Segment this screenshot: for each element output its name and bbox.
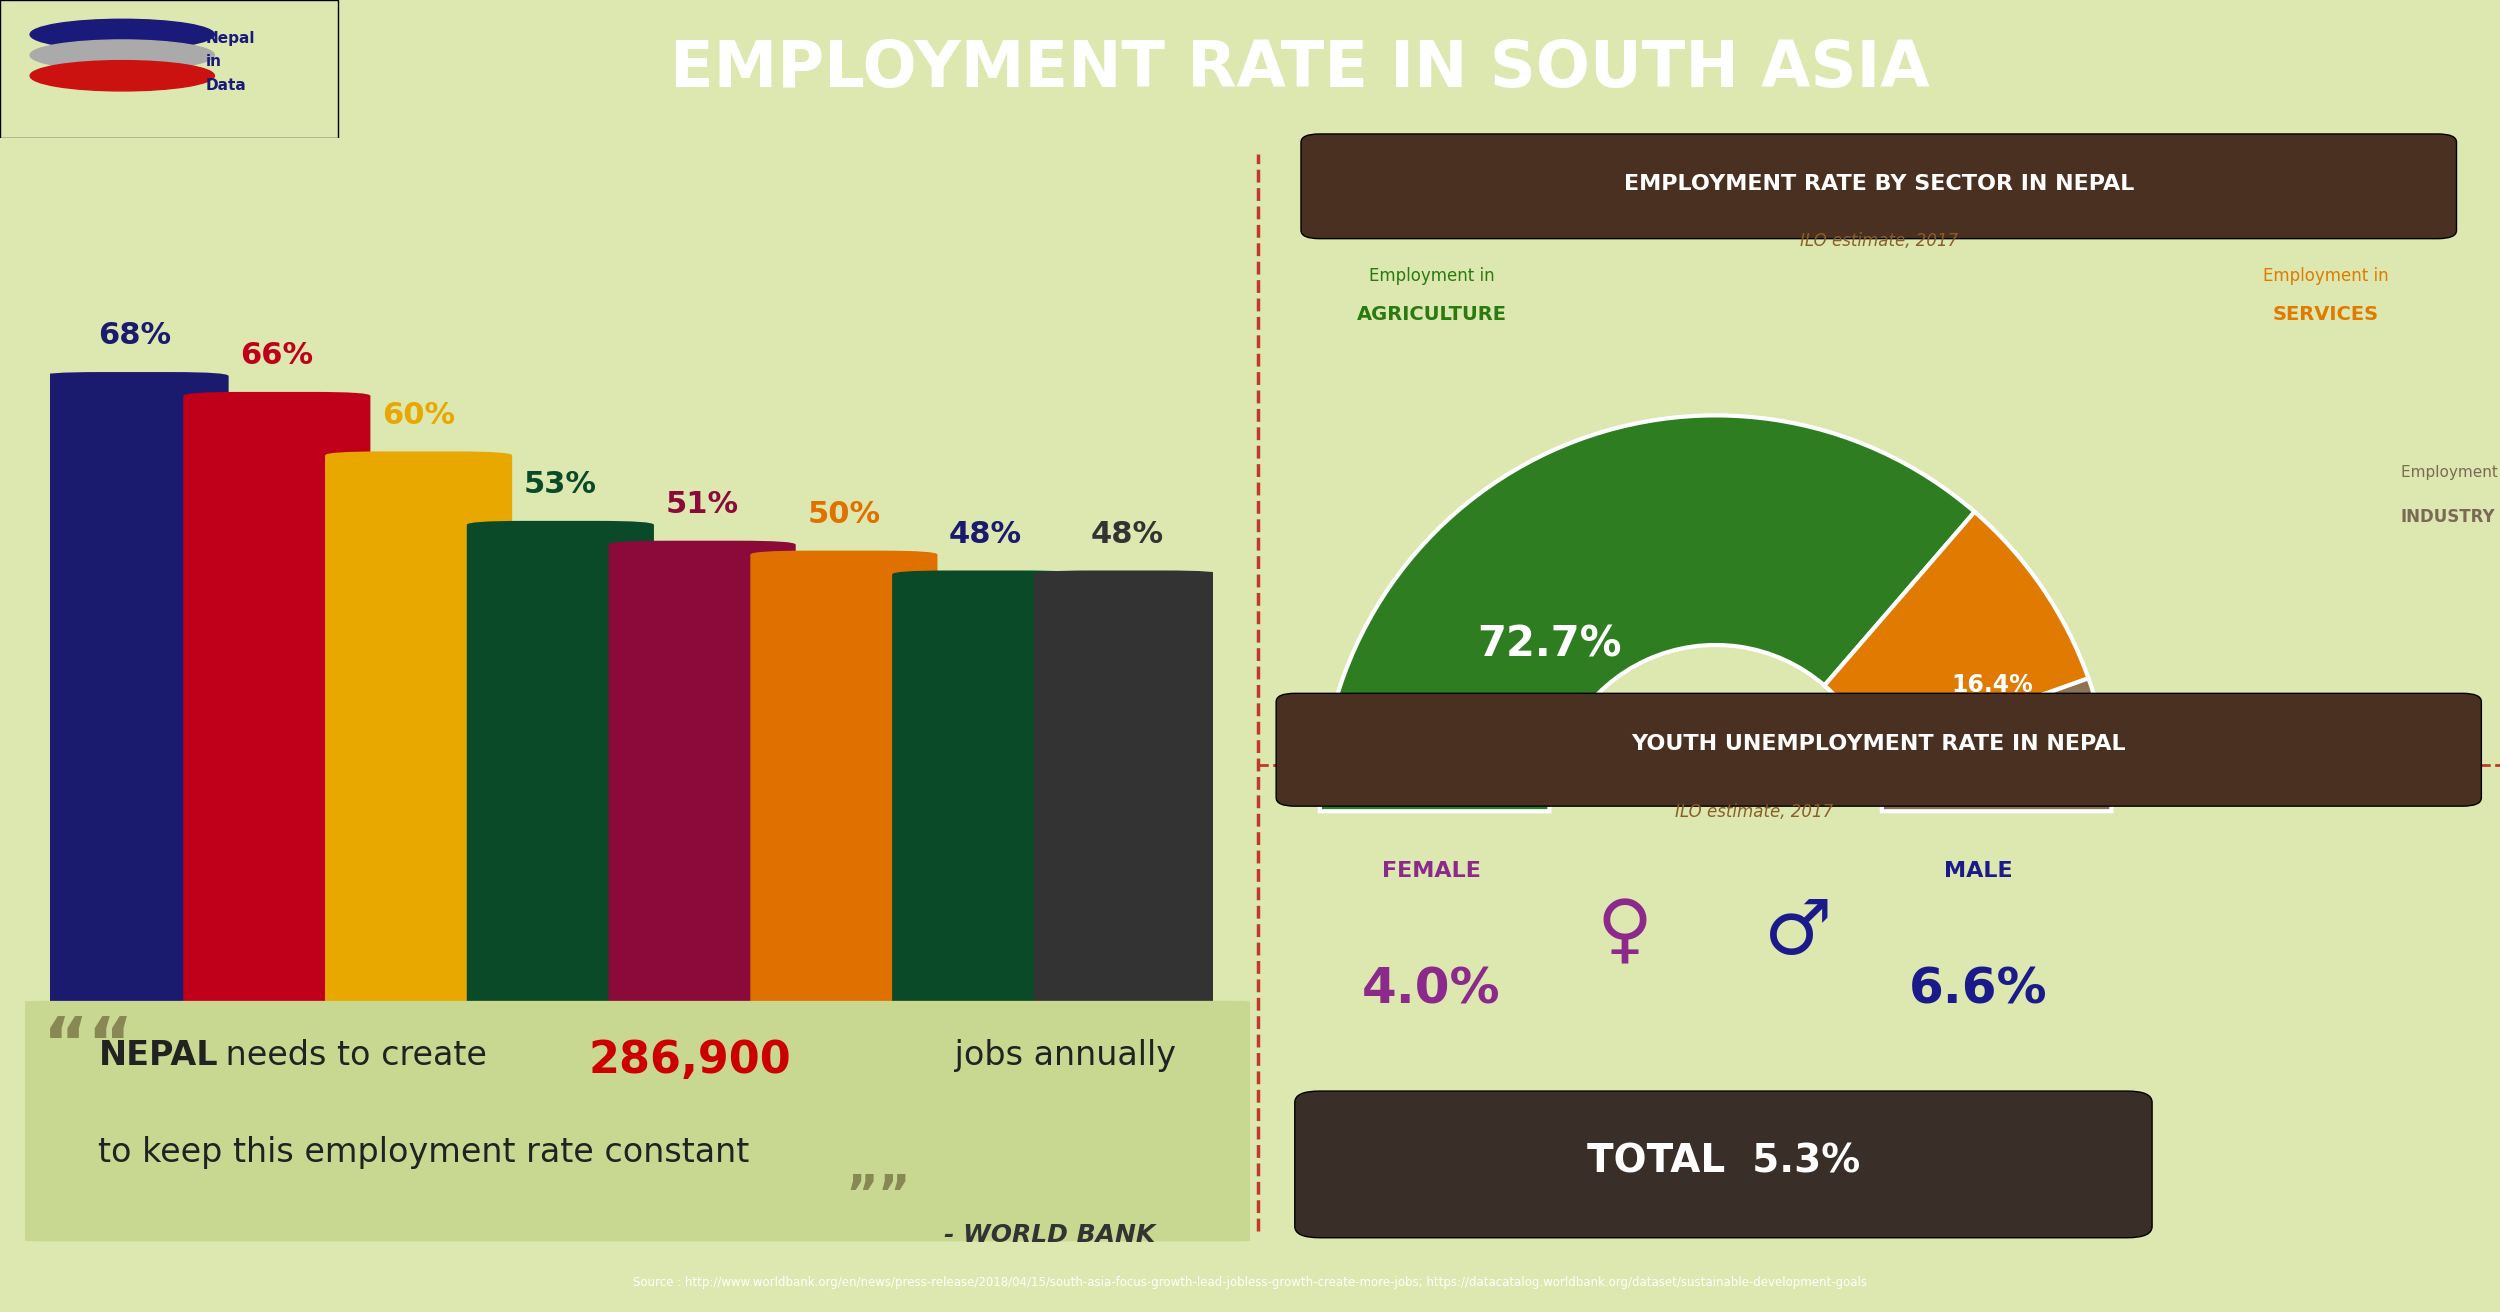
Text: to keep this employment rate constant: to keep this employment rate constant — [98, 1136, 750, 1169]
Text: Data: Data — [205, 77, 248, 93]
Text: ILO estimate, 2017: ILO estimate, 2017 — [1675, 803, 1832, 821]
Text: Employment in: Employment in — [2262, 268, 2390, 286]
Text: 48%: 48% — [950, 520, 1022, 548]
FancyBboxPatch shape — [325, 451, 512, 1052]
Text: 72.7%: 72.7% — [1478, 625, 1623, 666]
Text: jobs annually: jobs annually — [945, 1039, 1175, 1072]
Text: in: in — [205, 55, 222, 70]
Text: 286,900: 286,900 — [588, 1039, 790, 1082]
FancyBboxPatch shape — [892, 571, 1080, 1052]
FancyBboxPatch shape — [1295, 1092, 2152, 1237]
Text: ILO estimate, 2017: ILO estimate, 2017 — [1800, 232, 1958, 251]
Text: 50%: 50% — [808, 500, 880, 529]
Text: 48%: 48% — [1090, 520, 1165, 548]
Text: MALE: MALE — [1945, 861, 2012, 882]
Wedge shape — [1825, 512, 2088, 756]
FancyBboxPatch shape — [12, 1001, 1262, 1241]
Text: MALDIVES: MALDIVES — [238, 1084, 318, 1098]
Text: needs to create: needs to create — [215, 1039, 498, 1072]
FancyBboxPatch shape — [42, 373, 228, 1052]
Text: AFGHANISTAN: AFGHANISTAN — [1072, 1084, 1182, 1098]
Text: SERVICES: SERVICES — [2272, 306, 2380, 324]
FancyBboxPatch shape — [750, 551, 938, 1052]
Text: NEPAL: NEPAL — [98, 1039, 218, 1072]
Text: Nepal: Nepal — [205, 31, 255, 46]
Text: 16.4%: 16.4% — [1952, 673, 2032, 697]
FancyBboxPatch shape — [1275, 693, 2482, 806]
Text: ♀: ♀ — [1595, 896, 1652, 970]
Text: Source : http://www.worldbank.org/en/news/press-release/2018/04/15/south-asia-fo: Source : http://www.worldbank.org/en/new… — [632, 1277, 1868, 1288]
Text: BHUTAN: BHUTAN — [388, 1084, 450, 1098]
Text: 6.6%: 6.6% — [1910, 966, 2047, 1013]
Text: 60%: 60% — [382, 400, 455, 429]
FancyBboxPatch shape — [182, 392, 370, 1052]
Text: YOUTH UNEMPLOYMENT RATE IN NEPAL: YOUTH UNEMPLOYMENT RATE IN NEPAL — [1632, 735, 2125, 754]
Text: PAKISTAN: PAKISTAN — [948, 1084, 1025, 1098]
Text: ““: ““ — [42, 1014, 135, 1081]
Text: 4.0%: 4.0% — [1362, 966, 1500, 1013]
Text: NEPAL: NEPAL — [110, 1084, 160, 1098]
Text: FEMALE: FEMALE — [1383, 861, 1480, 882]
FancyBboxPatch shape — [0, 0, 338, 138]
Text: 10.9%: 10.9% — [2030, 770, 2098, 789]
Wedge shape — [1872, 678, 2112, 811]
Text: 66%: 66% — [240, 341, 312, 370]
Text: EMPLOYMENT RATE IN SOUTH ASIA: EMPLOYMENT RATE IN SOUTH ASIA — [670, 38, 1930, 100]
Text: AGRICULTURE: AGRICULTURE — [1358, 306, 1507, 324]
FancyBboxPatch shape — [468, 521, 655, 1052]
FancyBboxPatch shape — [1035, 571, 1220, 1052]
Text: 68%: 68% — [98, 321, 172, 350]
Wedge shape — [1320, 416, 1975, 811]
Text: ””: ”” — [845, 1173, 910, 1220]
Text: ♂: ♂ — [1762, 896, 1832, 970]
Text: INDUSTRY: INDUSTRY — [2400, 508, 2495, 526]
Ellipse shape — [30, 20, 215, 50]
Text: 53%: 53% — [525, 470, 598, 499]
Text: INDIA: INDIA — [822, 1084, 865, 1098]
Ellipse shape — [30, 60, 215, 91]
Text: Employment in: Employment in — [2400, 466, 2500, 480]
Text: 51%: 51% — [665, 489, 737, 518]
Text: Employment in: Employment in — [1368, 268, 1495, 286]
Text: - WORLD BANK: - WORLD BANK — [945, 1223, 1155, 1248]
Ellipse shape — [30, 39, 215, 71]
Text: SRI LANKA: SRI LANKA — [660, 1084, 745, 1098]
FancyBboxPatch shape — [608, 541, 795, 1052]
Text: BANGLADESH: BANGLADESH — [508, 1084, 612, 1098]
Text: TOTAL  5.3%: TOTAL 5.3% — [1588, 1143, 1860, 1181]
Text: EMPLOYMENT RATE BY SECTOR IN NEPAL: EMPLOYMENT RATE BY SECTOR IN NEPAL — [1622, 173, 2135, 194]
FancyBboxPatch shape — [1300, 134, 2458, 239]
